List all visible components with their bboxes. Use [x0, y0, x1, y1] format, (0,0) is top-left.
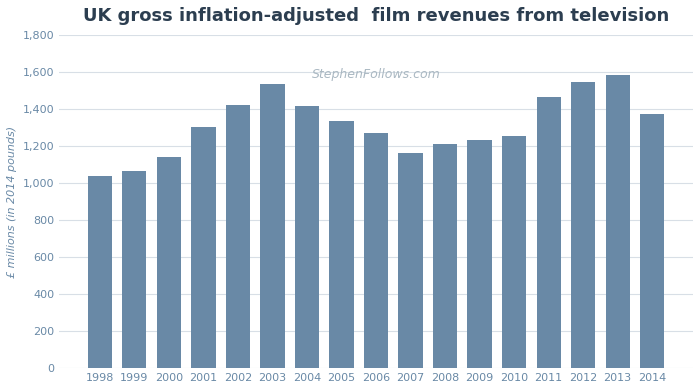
- Bar: [640, 113, 664, 368]
- Bar: [122, 171, 146, 368]
- Bar: [88, 176, 112, 368]
- Bar: [157, 157, 181, 368]
- Bar: [364, 133, 388, 368]
- Bar: [571, 82, 595, 368]
- Bar: [502, 136, 526, 368]
- Bar: [468, 140, 491, 368]
- Bar: [433, 144, 457, 368]
- Bar: [330, 121, 354, 368]
- Title: UK gross inflation-adjusted  film revenues from television: UK gross inflation-adjusted film revenue…: [83, 7, 669, 25]
- Bar: [606, 74, 630, 368]
- Y-axis label: £ millions (in 2014 pounds): £ millions (in 2014 pounds): [7, 126, 17, 278]
- Text: StephenFollows.com: StephenFollows.com: [312, 68, 440, 82]
- Bar: [260, 84, 285, 368]
- Bar: [536, 97, 561, 368]
- Bar: [295, 106, 319, 368]
- Bar: [226, 105, 250, 368]
- Bar: [191, 128, 216, 368]
- Bar: [398, 153, 423, 368]
